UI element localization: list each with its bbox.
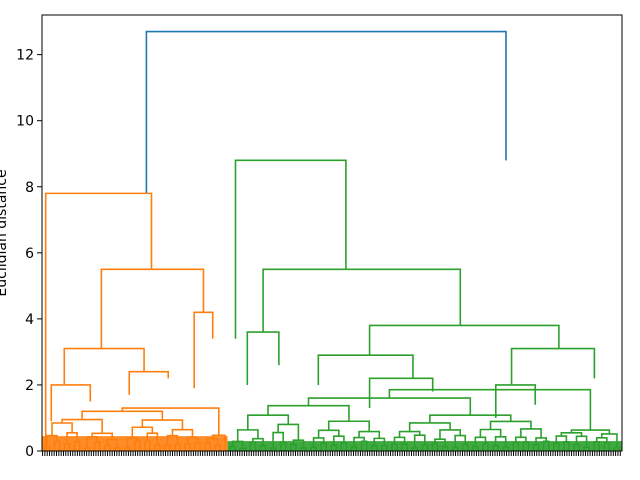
cluster-leaf-link xyxy=(144,440,151,451)
cluster-merge-link xyxy=(510,347,596,385)
cluster-leaf-link xyxy=(388,388,592,431)
cluster-leaf-link xyxy=(267,404,350,422)
y-tick-label: 6 xyxy=(25,246,34,262)
cluster-merge-link xyxy=(100,268,205,349)
cluster-merge-link xyxy=(368,377,434,409)
y-tick-label: 2 xyxy=(25,378,34,394)
cluster-leaf-link xyxy=(292,439,305,449)
cluster-leaf-link xyxy=(327,420,370,432)
cluster-leaf-link xyxy=(214,444,221,451)
y-tick-label: 10 xyxy=(16,114,34,130)
cluster-leaf-link xyxy=(413,434,426,448)
cluster-leaf-link xyxy=(123,447,131,451)
cluster-leaf-link xyxy=(249,441,257,451)
cluster-leaf-link xyxy=(121,407,220,436)
cluster-leaf-link xyxy=(73,440,81,451)
cluster-leaf-link xyxy=(370,445,378,451)
cluster-leaf-link xyxy=(350,446,358,451)
cluster-leaf-link xyxy=(66,431,78,444)
cluster-leaf-link xyxy=(312,437,325,448)
cluster-leaf-link xyxy=(53,440,61,451)
cluster-leaf-link xyxy=(381,444,388,451)
cluster-leaf-link xyxy=(434,438,446,447)
cluster-merge-link xyxy=(193,311,214,389)
cluster-leaf-link xyxy=(317,429,340,438)
cluster-leaf-link xyxy=(330,444,338,451)
cluster-leaf-link xyxy=(441,445,449,451)
cluster-leaf-link xyxy=(310,446,317,451)
cluster-leaf-link xyxy=(307,397,472,416)
cluster-merge-link xyxy=(494,384,537,418)
cluster-leaf-link xyxy=(174,443,181,451)
cluster-leaf-link xyxy=(141,419,184,430)
cluster-leaf-link xyxy=(204,441,211,451)
cluster-leaf-link xyxy=(563,441,570,451)
cluster-leaf-link xyxy=(522,441,530,451)
y-tick-label: 12 xyxy=(16,48,34,64)
cluster-leaf-link xyxy=(63,443,71,451)
cluster-leaf-link xyxy=(206,437,219,446)
cluster-leaf-link xyxy=(247,414,290,430)
cluster-leaf-link xyxy=(113,447,121,451)
cluster-leaf-link xyxy=(184,443,191,451)
cluster-leaf-link xyxy=(479,428,502,438)
cluster-leaf-link xyxy=(81,410,164,421)
cluster-leaf-link xyxy=(229,445,236,451)
cluster-leaf-link xyxy=(482,442,489,451)
cluster-merge-link xyxy=(368,324,560,356)
cluster-leaf-link xyxy=(252,437,264,446)
cluster-merge-link xyxy=(262,268,462,333)
cluster-2-leaf-band xyxy=(227,441,622,451)
plot-frame xyxy=(41,14,623,452)
x-axis xyxy=(42,451,621,456)
cluster-leaf-link xyxy=(46,434,58,447)
cluster-leaf-link xyxy=(454,434,467,448)
cluster-leaf-link xyxy=(494,435,507,448)
cluster-leaf-link xyxy=(93,441,101,451)
cluster-leaf-link xyxy=(583,446,590,451)
cluster-leaf-link xyxy=(520,428,542,438)
cluster-merge-link xyxy=(145,30,507,194)
cluster-leaf-link xyxy=(595,436,608,443)
cluster-leaf-link xyxy=(474,436,487,447)
cluster-leaf-link xyxy=(86,436,98,448)
cluster-leaf-link xyxy=(186,436,199,444)
cluster-leaf-link xyxy=(269,447,277,451)
cluster-leaf-link xyxy=(61,418,103,434)
cluster-leaf-link xyxy=(134,440,141,451)
cluster-leaf-link xyxy=(211,434,226,451)
cluster-merge-link xyxy=(317,354,414,385)
cluster-merge-link xyxy=(44,192,153,451)
link-layer xyxy=(43,30,621,451)
cluster-leaf-link xyxy=(279,441,287,451)
cluster-leaf-link xyxy=(542,440,550,451)
cluster-merge-link xyxy=(246,331,280,385)
cluster-leaf-link xyxy=(593,441,601,451)
y-tick-label: 8 xyxy=(25,180,34,196)
cluster-leaf-link xyxy=(171,428,194,438)
cluster-merge-link xyxy=(50,384,92,422)
cluster-leaf-link xyxy=(411,447,419,451)
y-axis-label: Euclidian distance xyxy=(0,169,10,296)
y-tick-label: 0 xyxy=(25,444,34,460)
y-tick-label: 4 xyxy=(25,312,34,328)
cluster-merge-link xyxy=(63,347,145,385)
cluster-leaf-link xyxy=(320,442,327,451)
cluster-leaf-link xyxy=(451,446,459,451)
cluster-merge-link xyxy=(128,370,170,395)
cluster-leaf-link xyxy=(340,442,348,451)
cluster-merge-link xyxy=(234,159,347,339)
cluster-leaf-link xyxy=(472,445,479,451)
cluster-leaf-link xyxy=(277,423,300,441)
cluster-leaf-link xyxy=(51,422,73,436)
cluster-leaf-link xyxy=(236,429,259,442)
y-axis: 0 2 4 6 8 10 12 xyxy=(16,48,42,460)
cluster-leaf-link xyxy=(439,429,461,440)
